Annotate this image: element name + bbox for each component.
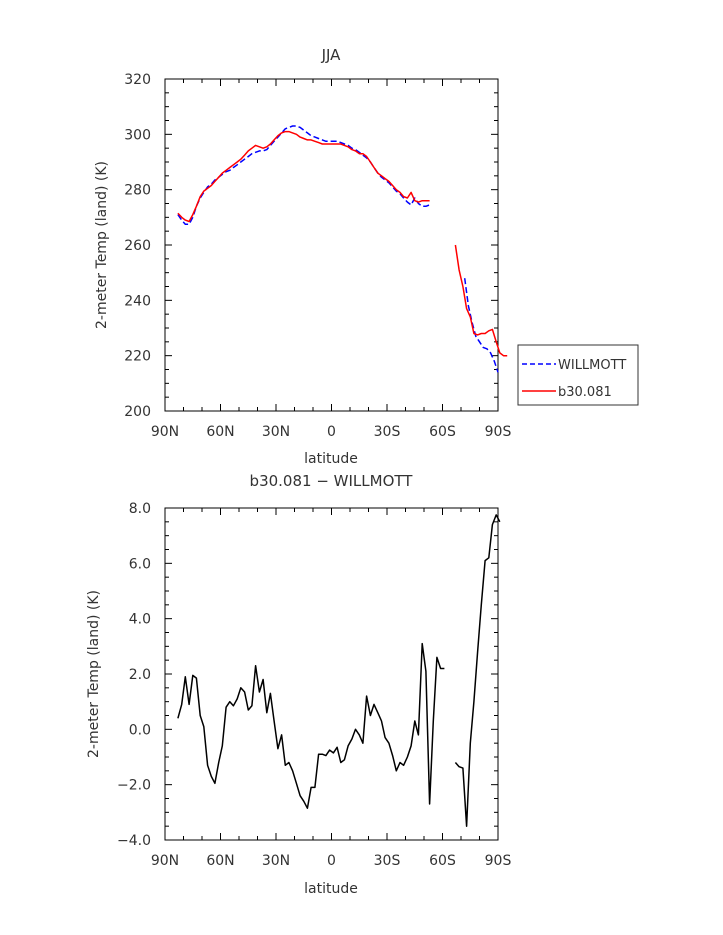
bottom-y-tick-label: 4.0 [129,612,151,628]
top-series-b30-081-segment-0 [177,130,430,223]
top-x-tick-label: 0 [327,424,336,440]
bottom-x-tick-label: 90N [151,853,179,869]
bottom-chart-ylabel: 2-meter Temp (land) (K) [86,590,102,758]
top-chart-legend: WILLMOTT b30.081 [517,344,639,406]
top-series-willmott-segment-1 [463,278,499,373]
bottom-y-tick-label: 2.0 [129,667,151,683]
top-y-tick-label: 320 [124,72,151,88]
bottom-x-tick-label: 60N [206,853,234,869]
top-x-tick-label: 30S [374,424,401,440]
bottom-series-difference-segment-0 [177,642,445,809]
bottom-y-tick-label: 8.0 [129,501,151,517]
top-plot-area: 90N 60N 30N 0 30S 60S 90S 200 220 240 260 280 300 320 [124,72,511,440]
top-x-tick-label: 60S [429,424,456,440]
top-chart-ylabel: 2-meter Temp (land) (K) [94,161,110,329]
top-y-tick-label: 240 [124,293,151,309]
top-y-tick-label: 280 [124,183,151,199]
top-series-willmott-segment-0 [177,125,430,226]
bottom-chart: b30.081 − WILLMOTT 90N 60N 30N 0 30S 60S 90S −4… [86,472,511,897]
legend-label-willmott: WILLMOTT [558,358,626,373]
bottom-plot-frame [164,507,499,841]
bottom-x-tick-label: 0 [327,853,336,869]
bottom-y-tick-label: 6.0 [129,556,151,572]
bottom-plot-area: 90N 60N 30N 0 30S 60S 90S −4.0 −2.0 0.0 2.0 4.0 6.0 8… [117,501,511,869]
top-y-tick-label: 300 [124,127,151,143]
bottom-series-difference-segment-1 [454,514,501,827]
bottom-y-tick-label: −4.0 [117,833,151,849]
bottom-x-tick-label: 60S [429,853,456,869]
bottom-x-tick-label: 90S [485,853,512,869]
top-series-b30-081-segment-1 [454,244,508,357]
bottom-chart-title: b30.081 − WILLMOTT [250,472,414,490]
legend-box [517,344,639,406]
top-x-tick-label: 90S [485,424,512,440]
top-y-tick-label: 200 [124,404,151,420]
bottom-y-tick-label: 0.0 [129,722,151,738]
top-y-tick-label: 260 [124,238,151,254]
top-chart-title: JJA [321,46,342,64]
bottom-x-tick-label: 30N [262,853,290,869]
top-x-tick-label: 30N [262,424,290,440]
bottom-x-tick-label: 30S [374,853,401,869]
top-chart-xlabel: latitude [304,451,358,467]
top-chart: JJA 90N 60N 30N 0 30S 60S 90S 200 220 240 260 280 30… [94,46,639,467]
bottom-chart-xlabel: latitude [304,881,358,897]
legend-label-b30-081: b30.081 [558,385,612,400]
top-y-tick-label: 220 [124,349,151,365]
top-x-tick-label: 60N [206,424,234,440]
top-x-tick-label: 90N [151,424,179,440]
top-plot-frame [164,78,499,412]
bottom-y-tick-label: −2.0 [117,778,151,794]
